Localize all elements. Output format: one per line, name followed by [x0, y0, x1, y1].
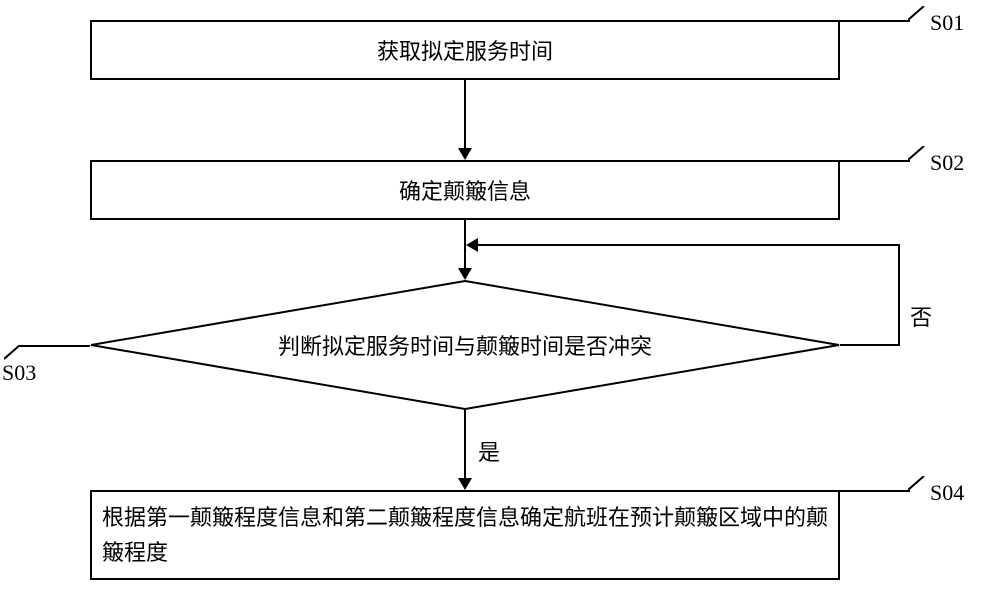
s03-lead-slant [4, 345, 22, 361]
step-s03-label: S03 [2, 360, 36, 386]
no-line-up [898, 244, 900, 346]
step-s02-box: 确定颠簸信息 [90, 160, 840, 220]
s04-lead-slant [908, 476, 926, 492]
step-s03-diamond: 判断拟定服务时间与颠簸时间是否冲突 [90, 280, 840, 410]
no-arrowhead [466, 238, 478, 252]
yes-arrowhead [458, 478, 472, 490]
step-s01-text: 获取拟定服务时间 [377, 34, 553, 66]
no-label: 否 [910, 300, 932, 332]
flowchart-container: 获取拟定服务时间 S01 确定颠簸信息 S02 判断拟定服务时间与颠簸时间是否冲… [0, 0, 1000, 600]
no-line-right [840, 344, 900, 346]
s03-lead-line [20, 345, 90, 347]
s01-lead-line [840, 20, 910, 22]
arrow-s01-s02 [464, 80, 466, 148]
s01-lead-slant [908, 6, 926, 22]
step-s04-text: 根据第一颠簸程度信息和第二颠簸程度信息确定航班在预计颠簸区域中的颠簸程度 [102, 500, 828, 570]
arrowhead-s02-s03 [458, 268, 472, 280]
s04-lead-line [840, 490, 910, 492]
step-s04-box: 根据第一颠簸程度信息和第二颠簸程度信息确定航班在预计颠簸区域中的颠簸程度 [90, 490, 840, 580]
step-s04-label: S04 [930, 480, 964, 506]
step-s01-label: S01 [930, 10, 964, 36]
yes-line-down [464, 410, 466, 478]
step-s01-box: 获取拟定服务时间 [90, 20, 840, 80]
yes-label: 是 [478, 435, 500, 467]
step-s02-label: S02 [930, 150, 964, 176]
s02-lead-line [840, 160, 910, 162]
arrowhead-s01-s02 [458, 148, 472, 160]
no-line-left [478, 244, 900, 246]
step-s03-text: 判断拟定服务时间与颠簸时间是否冲突 [278, 329, 652, 361]
step-s02-text: 确定颠簸信息 [399, 174, 531, 206]
s02-lead-slant [908, 146, 926, 162]
